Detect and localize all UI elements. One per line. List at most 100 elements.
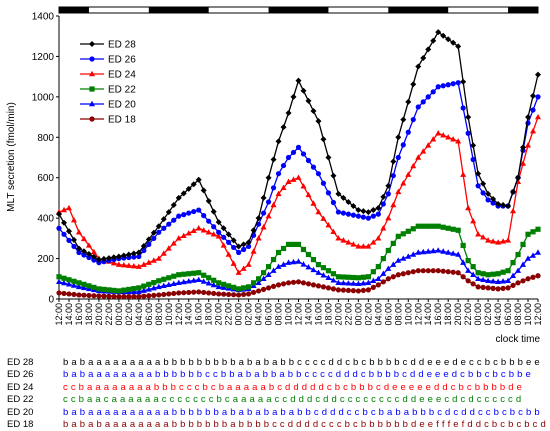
data-point-62 bbox=[365, 209, 372, 216]
data-point-42 bbox=[265, 174, 272, 181]
data-point-73 bbox=[420, 268, 426, 274]
data-point-6 bbox=[85, 242, 92, 248]
data-point-60 bbox=[355, 207, 362, 214]
data-point-47 bbox=[290, 176, 297, 182]
data-point-57 bbox=[340, 210, 347, 216]
data-point-19 bbox=[150, 284, 157, 291]
data-point-22 bbox=[166, 221, 172, 227]
data-point-26 bbox=[186, 289, 192, 296]
data-point-49 bbox=[300, 280, 307, 286]
data-point-95 bbox=[530, 92, 537, 99]
data-point-91 bbox=[510, 188, 517, 195]
data-point-80 bbox=[455, 251, 462, 257]
data-point-4 bbox=[75, 229, 82, 235]
data-point-22 bbox=[166, 291, 172, 297]
data-point-28 bbox=[195, 276, 202, 282]
data-point-10 bbox=[105, 255, 112, 262]
x-tick-label-6: 00:00 bbox=[114, 303, 124, 326]
data-point-61 bbox=[360, 208, 367, 215]
data-point-56 bbox=[335, 287, 342, 293]
data-point-38 bbox=[246, 284, 252, 290]
letter-row: ED 22 c c b a a c a a a a a a c c c c c c… bbox=[0, 394, 550, 406]
data-point-52 bbox=[315, 262, 322, 268]
data-point-44 bbox=[275, 282, 282, 288]
data-point-79 bbox=[450, 226, 456, 232]
data-point-86 bbox=[485, 197, 491, 203]
data-point-19 bbox=[151, 279, 157, 286]
letter-row-label: ED 26 bbox=[7, 369, 34, 381]
data-point-63 bbox=[370, 269, 376, 275]
data-point-13 bbox=[120, 261, 127, 268]
data-point-5 bbox=[80, 235, 87, 242]
data-point-78 bbox=[445, 269, 451, 275]
data-point-94 bbox=[525, 255, 532, 261]
data-point-64 bbox=[375, 211, 381, 217]
data-point-87 bbox=[490, 200, 496, 206]
data-point-3 bbox=[70, 236, 77, 243]
data-point-87 bbox=[490, 285, 496, 291]
data-point-17 bbox=[140, 261, 147, 267]
data-point-45 bbox=[280, 162, 287, 169]
data-point-20 bbox=[156, 229, 162, 235]
data-point-25 bbox=[181, 290, 187, 296]
data-point-6 bbox=[86, 254, 92, 261]
data-point-89 bbox=[500, 238, 507, 244]
data-point-27 bbox=[191, 270, 197, 276]
data-point-79 bbox=[450, 269, 456, 275]
data-point-42 bbox=[265, 212, 272, 219]
data-point-74 bbox=[425, 248, 432, 254]
data-point-96 bbox=[535, 226, 541, 232]
data-point-77 bbox=[440, 268, 446, 274]
data-point-68 bbox=[395, 188, 402, 195]
data-point-21 bbox=[160, 216, 167, 223]
data-point-8 bbox=[95, 256, 102, 263]
letter-row-label: ED 28 bbox=[7, 357, 34, 368]
data-point-88 bbox=[495, 286, 501, 292]
legend-marker bbox=[89, 116, 95, 122]
x-tick-label-27: 18:00 bbox=[323, 303, 333, 326]
data-point-51 bbox=[310, 282, 317, 288]
data-point-53 bbox=[320, 136, 327, 143]
data-point-2 bbox=[66, 277, 72, 283]
data-point-73 bbox=[420, 99, 426, 105]
letter-row-codes: c c b a a a a a a a a b b b c c c b c b … bbox=[63, 381, 523, 393]
data-point-67 bbox=[390, 240, 396, 247]
data-point-80 bbox=[455, 270, 461, 276]
data-point-72 bbox=[415, 154, 422, 160]
data-point-7 bbox=[90, 248, 97, 255]
series-ed-18 bbox=[56, 268, 541, 300]
data-point-57 bbox=[340, 237, 347, 243]
data-point-46 bbox=[285, 280, 292, 286]
letter-row-label: ED 18 bbox=[7, 419, 34, 430]
letter-row: ED 28 b a b a a a a a a a a a b b b b b b… bbox=[0, 357, 550, 369]
data-point-55 bbox=[330, 199, 337, 206]
data-point-15 bbox=[130, 250, 137, 257]
data-point-45 bbox=[280, 124, 287, 131]
data-point-9 bbox=[100, 255, 107, 262]
data-point-56 bbox=[335, 274, 342, 280]
data-point-87 bbox=[490, 271, 496, 277]
data-point-23 bbox=[170, 240, 177, 246]
data-point-31 bbox=[211, 224, 217, 230]
data-point-5 bbox=[80, 248, 87, 255]
data-point-94 bbox=[525, 114, 532, 121]
data-point-15 bbox=[131, 286, 137, 292]
data-point-41 bbox=[260, 270, 267, 276]
data-point-77 bbox=[440, 248, 447, 254]
data-point-1 bbox=[60, 219, 67, 226]
x-tick-label-34: 08:00 bbox=[393, 303, 403, 326]
data-point-16 bbox=[135, 249, 142, 256]
data-point-8 bbox=[96, 260, 102, 266]
data-point-14 bbox=[126, 293, 132, 300]
data-point-78 bbox=[445, 249, 452, 255]
data-point-57 bbox=[340, 287, 347, 293]
data-point-33 bbox=[221, 281, 227, 287]
series-ed-26 bbox=[56, 80, 541, 266]
data-point-37 bbox=[241, 246, 247, 253]
data-point-27 bbox=[190, 181, 197, 188]
data-point-75 bbox=[430, 223, 436, 229]
data-point-36 bbox=[236, 249, 242, 256]
data-point-77 bbox=[440, 32, 447, 39]
data-point-32 bbox=[215, 219, 222, 226]
data-point-72 bbox=[415, 63, 422, 70]
